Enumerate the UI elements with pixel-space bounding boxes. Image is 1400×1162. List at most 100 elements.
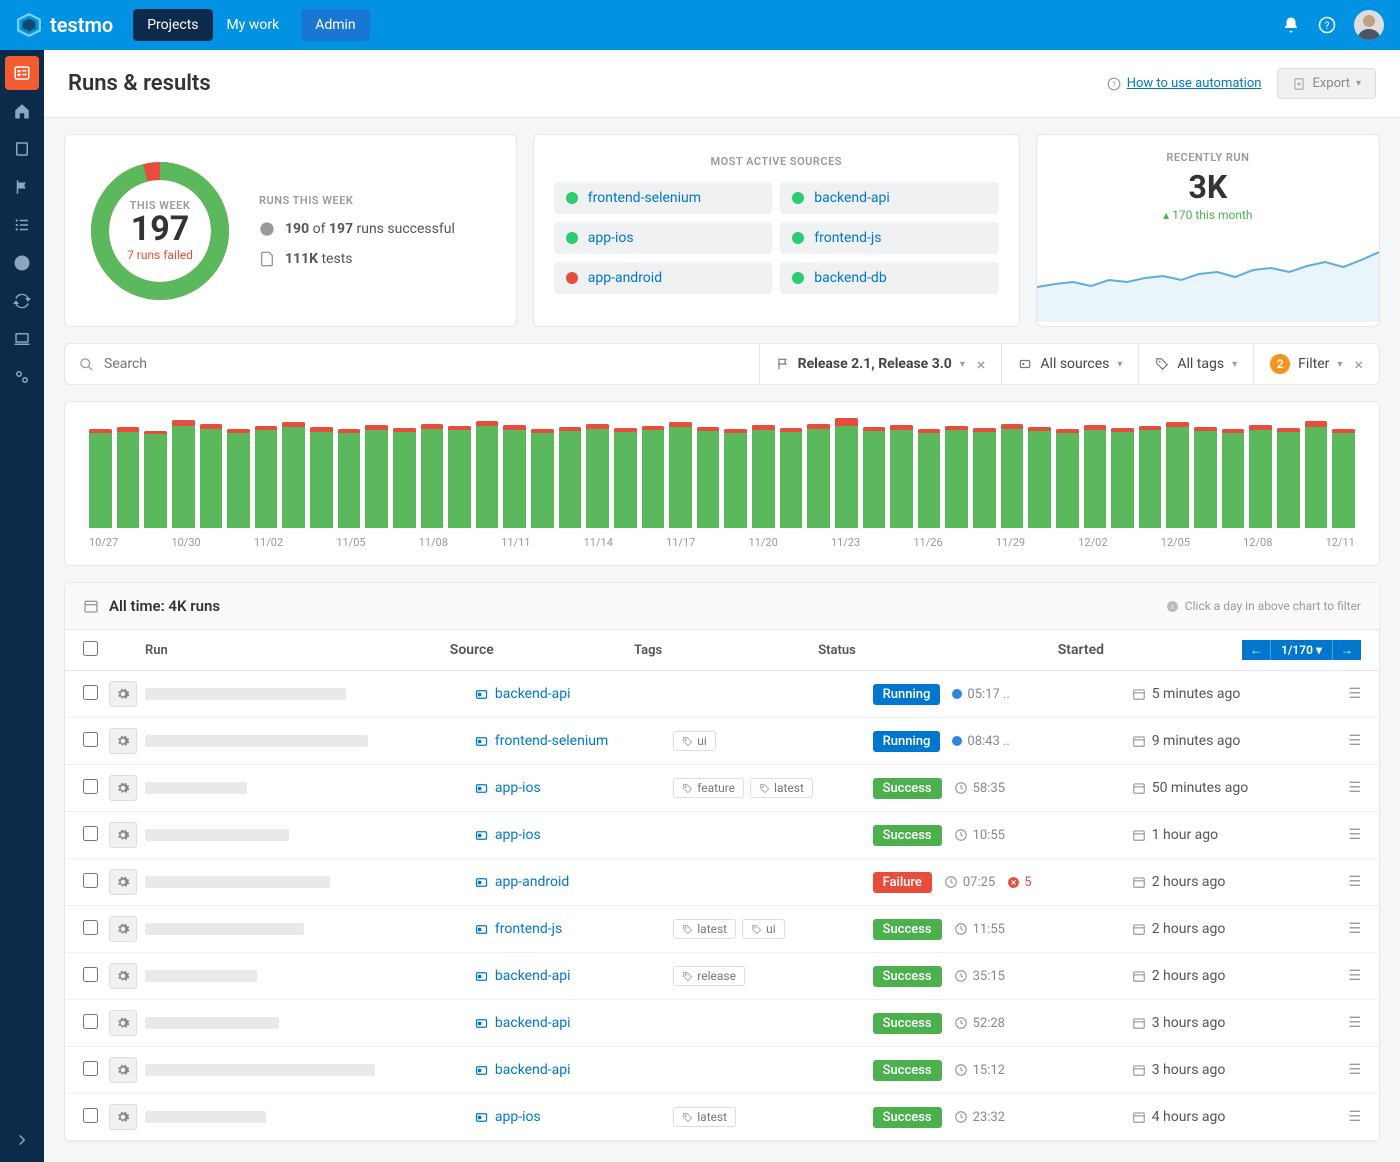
nav-admin[interactable]: Admin bbox=[301, 9, 369, 41]
row-menu-icon[interactable]: ☰ bbox=[1331, 686, 1361, 702]
tag[interactable]: latest bbox=[750, 778, 813, 798]
search-box[interactable] bbox=[65, 344, 759, 384]
timeline-bar[interactable] bbox=[421, 424, 444, 529]
row-menu-icon[interactable]: ☰ bbox=[1331, 827, 1361, 843]
timeline-bar[interactable] bbox=[393, 428, 416, 528]
source-pill[interactable]: frontend-selenium bbox=[554, 182, 772, 214]
timeline-bar[interactable] bbox=[1222, 429, 1245, 528]
row-menu-icon[interactable]: ☰ bbox=[1331, 1015, 1361, 1031]
row-checkbox[interactable] bbox=[83, 1108, 98, 1123]
source-pill[interactable]: backend-db bbox=[780, 262, 998, 294]
timeline-bar[interactable] bbox=[752, 425, 775, 528]
col-run[interactable]: Run bbox=[145, 643, 450, 658]
row-menu-icon[interactable]: ☰ bbox=[1331, 1109, 1361, 1125]
timeline-bar[interactable] bbox=[1194, 427, 1217, 528]
run-name[interactable] bbox=[145, 829, 289, 841]
timeline-bar[interactable] bbox=[503, 425, 526, 528]
col-started[interactable]: Started bbox=[1058, 642, 1242, 658]
sidebar-expand-icon[interactable] bbox=[5, 1128, 39, 1162]
timeline-bar[interactable] bbox=[255, 426, 278, 528]
timeline-bar[interactable] bbox=[669, 422, 692, 528]
row-menu-icon[interactable]: ☰ bbox=[1331, 733, 1361, 749]
tag[interactable]: latest bbox=[673, 919, 736, 939]
row-gear-button[interactable] bbox=[109, 775, 137, 801]
row-checkbox[interactable] bbox=[83, 779, 98, 794]
sidebar-laptop-icon[interactable] bbox=[5, 322, 39, 356]
timeline-bar[interactable] bbox=[172, 420, 195, 528]
sidebar-runs-icon[interactable] bbox=[5, 56, 39, 90]
row-gear-button[interactable] bbox=[109, 916, 137, 942]
source-link[interactable]: backend-api bbox=[474, 686, 673, 702]
run-name[interactable] bbox=[145, 688, 346, 700]
timeline-bar[interactable] bbox=[200, 424, 223, 529]
timeline-bar[interactable] bbox=[117, 427, 140, 528]
row-checkbox[interactable] bbox=[83, 732, 98, 747]
timeline-bar[interactable] bbox=[918, 429, 941, 528]
timeline-bar[interactable] bbox=[642, 426, 665, 528]
timeline-bar[interactable] bbox=[476, 421, 499, 528]
bell-icon[interactable] bbox=[1282, 16, 1300, 34]
pager-page[interactable]: 1/170 ▾ bbox=[1270, 640, 1333, 660]
run-name[interactable] bbox=[145, 782, 247, 794]
row-gear-button[interactable] bbox=[109, 822, 137, 848]
source-pill[interactable]: app-ios bbox=[554, 222, 772, 254]
source-link[interactable]: frontend-selenium bbox=[474, 733, 673, 749]
tag[interactable]: ui bbox=[673, 731, 716, 751]
pager-prev[interactable]: ← bbox=[1242, 640, 1270, 660]
timeline-bar[interactable] bbox=[1277, 428, 1300, 528]
timeline-bar[interactable] bbox=[89, 429, 112, 528]
tag[interactable]: release bbox=[673, 966, 745, 986]
timeline-bar[interactable] bbox=[1139, 426, 1162, 528]
source-pill[interactable]: frontend-js bbox=[780, 222, 998, 254]
row-gear-button[interactable] bbox=[109, 869, 137, 895]
source-link[interactable]: backend-api bbox=[474, 1062, 673, 1078]
timeline-bar[interactable] bbox=[780, 428, 803, 528]
help-icon[interactable]: ? bbox=[1318, 16, 1336, 34]
tag[interactable]: feature bbox=[673, 778, 744, 798]
filter-tags[interactable]: All tags▾ bbox=[1138, 344, 1253, 384]
source-link[interactable]: app-ios bbox=[474, 827, 673, 843]
timeline-bar[interactable] bbox=[863, 427, 886, 528]
timeline-bar[interactable] bbox=[531, 429, 554, 528]
timeline-bar[interactable] bbox=[973, 428, 996, 528]
tag[interactable]: ui bbox=[742, 919, 785, 939]
timeline-bar[interactable] bbox=[1166, 422, 1189, 528]
timeline-bar[interactable] bbox=[227, 429, 250, 528]
row-menu-icon[interactable]: ☰ bbox=[1331, 780, 1361, 796]
timeline-bar[interactable] bbox=[448, 426, 471, 528]
filter-milestone[interactable]: Release 2.1, Release 3.0▾× bbox=[759, 344, 1002, 384]
row-checkbox[interactable] bbox=[83, 920, 98, 935]
sidebar-settings-icon[interactable] bbox=[5, 360, 39, 394]
sidebar-list-icon[interactable] bbox=[5, 208, 39, 242]
timeline-bar[interactable] bbox=[1084, 425, 1107, 528]
filter-sources[interactable]: All sources▾ bbox=[1001, 344, 1138, 384]
timeline-bar[interactable] bbox=[724, 429, 747, 528]
timeline-bar[interactable] bbox=[310, 427, 333, 528]
nav-projects[interactable]: Projects bbox=[133, 9, 212, 41]
timeline-bar[interactable] bbox=[282, 422, 305, 528]
run-name[interactable] bbox=[145, 735, 368, 747]
timeline-bar[interactable] bbox=[807, 424, 830, 529]
source-link[interactable]: app-android bbox=[474, 874, 673, 890]
timeline-bar[interactable] bbox=[697, 427, 720, 528]
source-link[interactable]: backend-api bbox=[474, 968, 673, 984]
row-checkbox[interactable] bbox=[83, 826, 98, 841]
row-gear-button[interactable] bbox=[109, 1104, 137, 1130]
row-checkbox[interactable] bbox=[83, 1014, 98, 1029]
row-menu-icon[interactable]: ☰ bbox=[1331, 874, 1361, 890]
sidebar-book-icon[interactable] bbox=[5, 132, 39, 166]
source-link[interactable]: frontend-js bbox=[474, 921, 673, 937]
logo[interactable]: testmo bbox=[16, 12, 113, 38]
export-button[interactable]: Export▾ bbox=[1277, 68, 1376, 99]
run-name[interactable] bbox=[145, 923, 304, 935]
run-name[interactable] bbox=[145, 970, 257, 982]
search-input[interactable] bbox=[104, 344, 745, 384]
timeline-bar[interactable] bbox=[1332, 429, 1355, 528]
run-name[interactable] bbox=[145, 1111, 266, 1123]
close-icon[interactable]: × bbox=[1354, 355, 1363, 374]
filter-button[interactable]: 2 Filter▾× bbox=[1253, 344, 1379, 384]
row-gear-button[interactable] bbox=[109, 1057, 137, 1083]
col-status[interactable]: Status bbox=[818, 643, 1058, 658]
avatar[interactable] bbox=[1354, 10, 1384, 40]
sidebar-home-icon[interactable] bbox=[5, 94, 39, 128]
